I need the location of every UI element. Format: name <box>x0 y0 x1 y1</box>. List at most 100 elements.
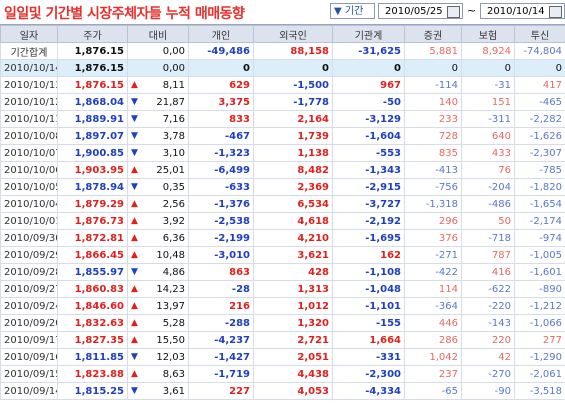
column-header: 외국인 <box>253 25 333 43</box>
change-value: 13,97 <box>156 300 185 312</box>
net-value: 277 <box>514 331 565 349</box>
row: 2010/09/15 1,823.88 ▲ 8,63 -1,719 4,438 -2,300… <box>0 365 565 383</box>
net-value: -2,300 <box>332 365 405 383</box>
net-value: -3,010 <box>188 246 254 264</box>
net-value: -331 <box>332 348 405 366</box>
net-value: 629 <box>188 76 254 94</box>
price: 1,827.35 <box>57 331 128 349</box>
direction-arrow: ▲ <box>131 283 138 294</box>
column-header: 일자 <box>0 25 58 43</box>
direction-arrow: ▲ <box>131 300 138 311</box>
net-value: 8,482 <box>253 161 333 179</box>
direction-arrow: ▼ <box>131 266 138 277</box>
net-value: 227 <box>188 382 254 400</box>
net-value: 787 <box>461 246 515 264</box>
direction-arrow: ▲ <box>131 198 138 209</box>
date: 2010/09/20 <box>0 314 58 332</box>
row: 2010/09/14 1,815.25 ▼ 3,61 227 4,053 -4,334 -65… <box>0 382 565 400</box>
net-value: 0 <box>188 59 254 77</box>
calendar-icon[interactable] <box>447 6 460 18</box>
date: 2010/09/24 <box>0 297 58 315</box>
net-value: 88,158 <box>253 42 333 60</box>
date: 2010/10/05 <box>0 178 58 196</box>
net-value: 4,618 <box>253 212 333 230</box>
net-value: 833 <box>188 110 254 128</box>
change: 0,00 <box>127 59 189 77</box>
date: 기간합계 <box>0 42 58 60</box>
end-date-text: 2010/10/14 <box>487 6 545 17</box>
price: 1,897.07 <box>57 127 128 145</box>
start-date-text: 2010/05/25 <box>385 6 443 17</box>
net-value: 2,164 <box>253 110 333 128</box>
net-value: 42 <box>461 348 515 366</box>
period-dropdown[interactable]: ▼ 기간 <box>330 3 375 19</box>
net-value: -622 <box>461 280 515 298</box>
direction-arrow: ▼ <box>131 130 138 141</box>
net-value: -974 <box>514 229 565 247</box>
net-value: -1,343 <box>332 161 405 179</box>
change-value: 8,11 <box>162 79 185 91</box>
date: 2010/10/13 <box>0 76 58 94</box>
price: 1,872.81 <box>57 229 128 247</box>
price: 1,889.91 <box>57 110 128 128</box>
net-value: -413 <box>404 161 462 179</box>
price: 1,876.73 <box>57 212 128 230</box>
net-value: -1,290 <box>514 348 565 366</box>
change-value: 8,63 <box>162 368 185 380</box>
net-value: 50 <box>461 212 515 230</box>
change-value: 21,87 <box>156 96 185 108</box>
row: 2010/10/14 1,876.15 0,00 0 0 0 0 0 0 <box>0 59 565 77</box>
end-date[interactable]: 2010/10/14 <box>480 3 565 19</box>
column-header: 기관계 <box>332 25 405 43</box>
price: 1,878.94 <box>57 178 128 196</box>
price: 1,903.95 <box>57 161 128 179</box>
net-value: -65 <box>404 382 462 400</box>
table-body: 기간합계 1,876.15 0,00 -49,486 88,158 -31,625 5,88… <box>0 42 565 400</box>
row: 2010/10/11 1,889.91 ▼ 7,16 833 2,164 -3,129 233… <box>0 110 565 128</box>
net-value: -1,778 <box>253 93 333 111</box>
calendar-icon[interactable] <box>549 6 562 18</box>
row: 2010/10/08 1,897.07 ▼ 3,78 -467 1,739 -1,604 72… <box>0 127 565 145</box>
net-value: -270 <box>461 365 515 383</box>
change: ▲ 13,97 <box>127 297 189 315</box>
price: 1,879.29 <box>57 195 128 213</box>
date: 2010/10/01 <box>0 212 58 230</box>
row: 2010/10/07 1,900.85 ▼ 3,10 -1,323 1,138 -553 83… <box>0 144 565 162</box>
tilde: ~ <box>467 4 477 17</box>
net-value: -143 <box>461 314 515 332</box>
change-value: 12,03 <box>156 351 185 363</box>
row: 2010/10/01 1,876.73 ▲ 3,92 -2,538 4,618 -2,192… <box>0 212 565 230</box>
net-value: 296 <box>404 212 462 230</box>
net-value: -1,066 <box>514 314 565 332</box>
row: 2010/10/05 1,878.94 ▼ 0,35 -633 2,369 -2,915 -7… <box>0 178 565 196</box>
net-value: 4,053 <box>253 382 333 400</box>
date: 2010/09/14 <box>0 382 58 400</box>
net-value: -204 <box>461 178 515 196</box>
change: ▲ 3,92 <box>127 212 189 230</box>
start-date[interactable]: 2010/05/25 <box>378 3 463 19</box>
net-value: -3,518 <box>514 382 565 400</box>
net-value: -3,129 <box>332 110 405 128</box>
net-value: -28 <box>188 280 254 298</box>
period-label: 기간 <box>344 6 364 17</box>
direction-arrow: ▼ <box>131 147 138 158</box>
net-value: 728 <box>404 127 462 145</box>
change-value: 3,61 <box>162 385 185 397</box>
net-value: -1,695 <box>332 229 405 247</box>
direction-arrow: ▲ <box>131 317 138 328</box>
net-value: 428 <box>253 263 333 281</box>
title-bar: 일일및 기간별 시장주체자들 누적 매매동향 ▼ 기간 2010/05/25 ~… <box>0 0 565 25</box>
net-value: -114 <box>404 76 462 94</box>
row: 2010/09/28 1,855.97 ▼ 4,86 863 428 -1,108 -422 4… <box>0 263 565 281</box>
change-value: 5,28 <box>162 317 185 329</box>
date: 2010/10/06 <box>0 161 58 179</box>
net-value: 1,664 <box>332 331 405 349</box>
net-value: 5,881 <box>404 42 462 60</box>
column-header: 증권 <box>404 25 462 43</box>
column-header: 주가 <box>57 25 128 43</box>
net-value: -1,654 <box>514 195 565 213</box>
change: ▼ 3,10 <box>127 144 189 162</box>
net-value: -1,427 <box>188 348 254 366</box>
row: 2010/09/16 1,811.85 ▼ 12,03 -1,427 2,051 -331 1… <box>0 348 565 366</box>
column-header: 대비 <box>127 25 189 43</box>
